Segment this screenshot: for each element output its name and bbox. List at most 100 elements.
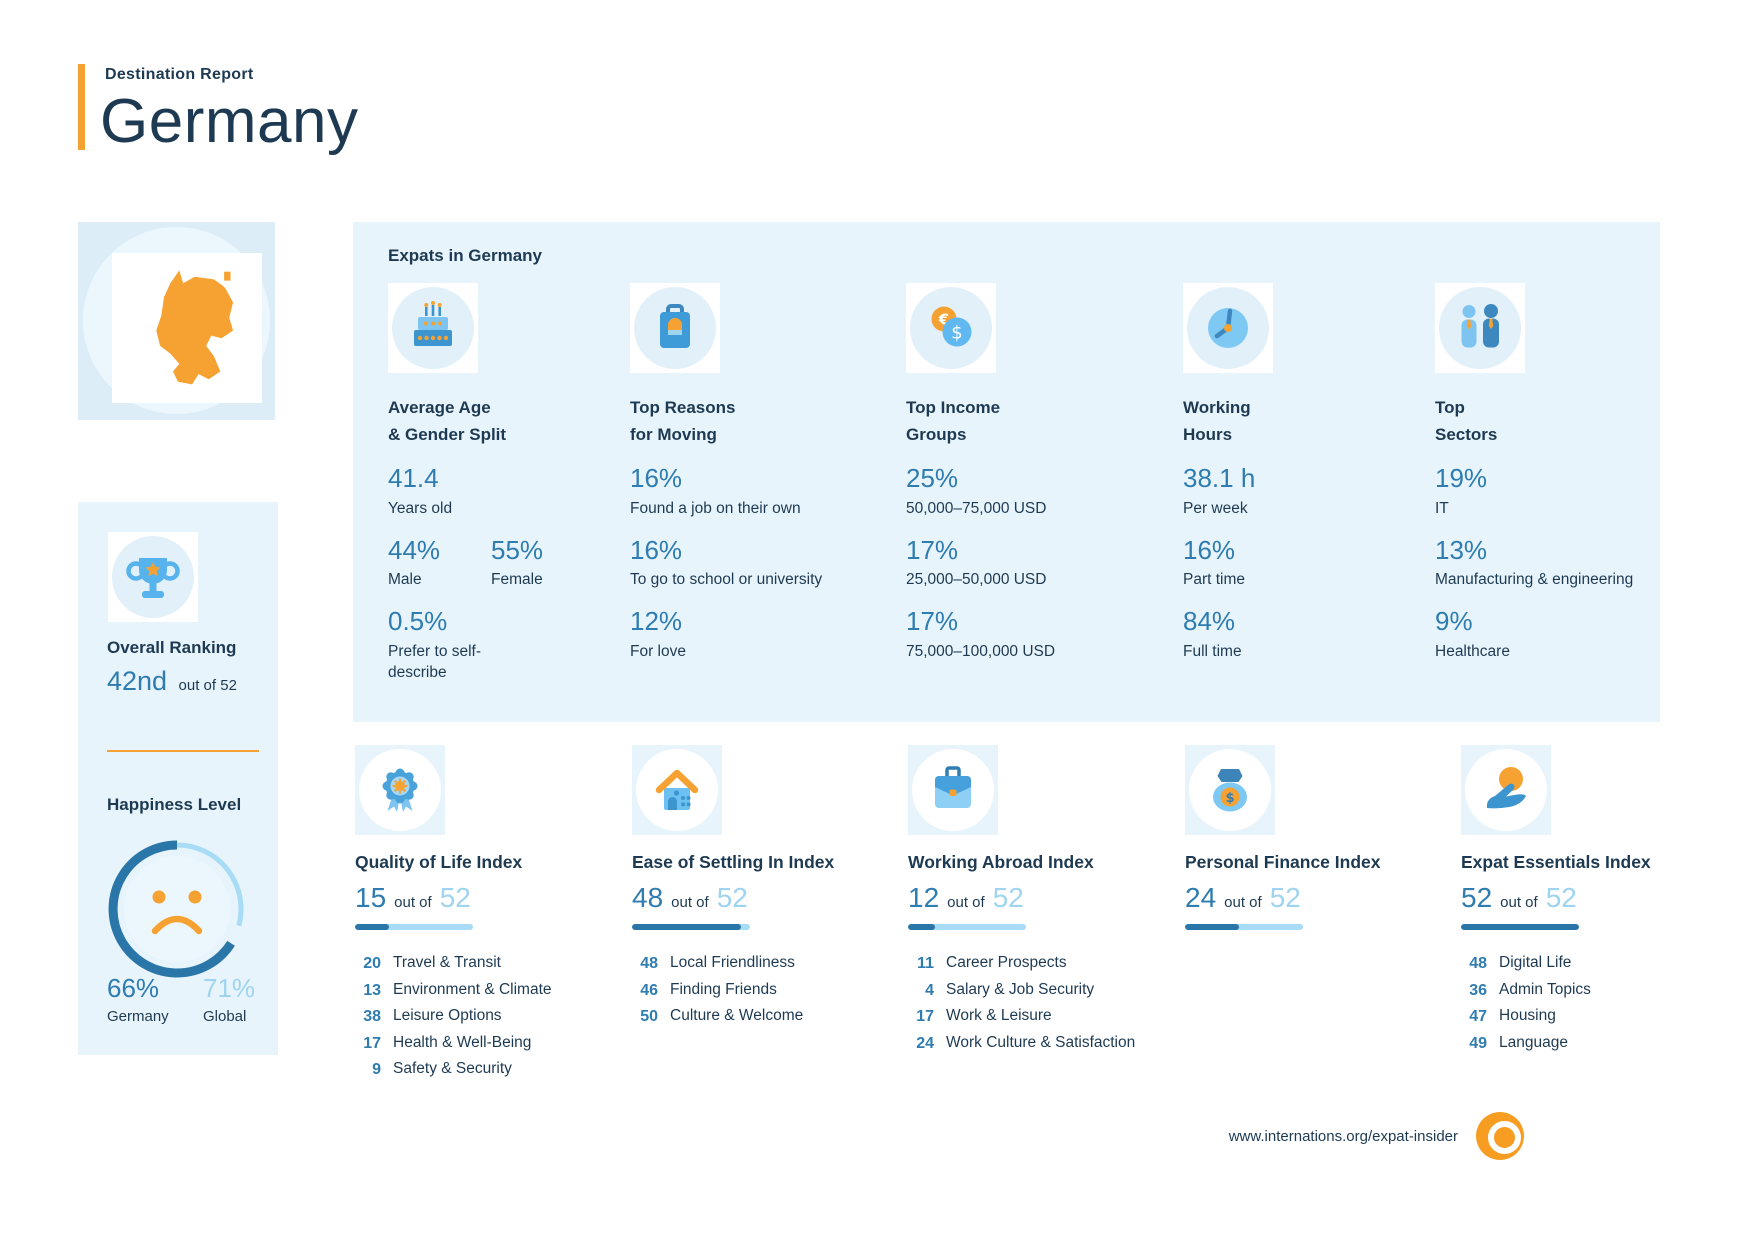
index-rank: 52 out of 52 bbox=[1461, 882, 1701, 914]
subindex-label: Environment & Climate bbox=[393, 980, 552, 998]
rank-progress-fill bbox=[355, 924, 390, 930]
stat-row: 84% Full time bbox=[1183, 607, 1411, 662]
stat-row: 25% 50,000–75,000 USD bbox=[906, 464, 1134, 519]
stat-label: 25,000–50,000 USD bbox=[906, 571, 1047, 589]
column-reasons-moving: Top Reasons for Moving 16% Found a job o… bbox=[630, 283, 858, 662]
column-title-line: for Moving bbox=[630, 425, 717, 445]
stat-label: Full time bbox=[1183, 642, 1242, 660]
stat-label: Healthcare bbox=[1435, 642, 1510, 660]
index-card-personal-finance: $ Personal Finance Index 24 out of 52 bbox=[1185, 745, 1425, 930]
stat-average-age: 41.4 Years old bbox=[388, 464, 616, 519]
subindex-rank: 46 bbox=[640, 981, 658, 999]
rank-progress-bar bbox=[355, 924, 473, 930]
rank-value: 52 bbox=[1461, 882, 1493, 913]
subindex-rank: 36 bbox=[1469, 981, 1487, 999]
index-card-quality-of-life: Quality of Life Index 15 out of 52 20 Tra… bbox=[355, 745, 595, 1087]
stat-label: IT bbox=[1435, 499, 1449, 517]
subindex-row: 48 Digital Life bbox=[1461, 954, 1701, 974]
subindex-row: 4 Salary & Job Security bbox=[908, 981, 1148, 1001]
stat-label: Female bbox=[491, 571, 543, 589]
subindex-label: Salary & Job Security bbox=[946, 980, 1095, 998]
rank-total: 52 bbox=[1545, 882, 1577, 913]
stat-label: Manufacturing & engineering bbox=[1435, 571, 1634, 589]
subindex-rank: 11 bbox=[917, 955, 934, 972]
stat-row: 16% Part time bbox=[1183, 536, 1411, 591]
footer-url[interactable]: www.internations.org/expat-insider bbox=[1228, 1127, 1458, 1145]
subindex-label: Digital Life bbox=[1499, 954, 1572, 971]
subindex-row: 36 Admin Topics bbox=[1461, 981, 1701, 1001]
country-map-card bbox=[78, 222, 275, 420]
rank-progress-bar bbox=[908, 924, 1026, 930]
subindex-rank: 17 bbox=[363, 1034, 381, 1052]
page-title: Germany bbox=[100, 87, 359, 156]
stat-male: 44% Male bbox=[388, 536, 491, 591]
euro-dollar-coins-icon: € $ bbox=[906, 283, 996, 373]
stat-value: 55% bbox=[491, 534, 544, 565]
index-title: Expat Essentials Index bbox=[1461, 852, 1651, 872]
people-icon bbox=[1435, 283, 1525, 373]
subindex-rank: 17 bbox=[916, 1008, 934, 1026]
orange-divider bbox=[107, 750, 259, 752]
subindex-label: Leisure Options bbox=[393, 1007, 502, 1025]
internations-logo bbox=[1476, 1112, 1524, 1160]
subindex-rank: 24 bbox=[916, 1034, 934, 1052]
rank-progress-bar bbox=[1185, 924, 1303, 930]
index-rank: 48 out of 52 bbox=[632, 882, 872, 914]
subindex-row: 50 Culture & Welcome bbox=[632, 1007, 872, 1027]
stat-label: Prefer to self-describe bbox=[388, 642, 482, 682]
column-title-line: Working bbox=[1183, 398, 1251, 417]
subindex-rank: 48 bbox=[1469, 955, 1487, 972]
subindex-label: Language bbox=[1499, 1033, 1568, 1051]
column-working-hours: Working Hours 38.1 h Per week 16% Part t… bbox=[1183, 283, 1411, 662]
stat-label: Found a job on their own bbox=[630, 499, 801, 517]
germany-map-icon bbox=[112, 253, 262, 403]
rank-progress-bar bbox=[1461, 924, 1579, 930]
column-income-groups: € $ Top Income Groups 25% 50,000–75,000 … bbox=[906, 283, 1134, 662]
rank-total: 52 bbox=[439, 882, 471, 913]
suitcase-icon bbox=[630, 283, 720, 373]
subindex-label: Culture & Welcome bbox=[670, 1007, 804, 1025]
subindex-row: 38 Leisure Options bbox=[355, 1007, 595, 1027]
stat-value: 12% bbox=[630, 605, 683, 636]
subindex-list: 48 Local Friendliness 46 Finding Friends 5… bbox=[632, 954, 872, 1027]
stat-female: 55% Female bbox=[491, 536, 543, 591]
rank-progress-fill bbox=[908, 924, 936, 930]
column-title-line: Top Income bbox=[906, 398, 1001, 417]
rank-progress-fill bbox=[1461, 924, 1579, 930]
stat-value: 9% bbox=[1435, 605, 1473, 636]
stat-row: 16% To go to school or university bbox=[630, 536, 858, 591]
stat-gender-split: 44% Male 55% Female bbox=[388, 520, 616, 591]
stat-value: 41.4 bbox=[388, 463, 439, 494]
subindex-row: 9 Safety & Security bbox=[355, 1060, 595, 1080]
index-rank: 12 out of 52 bbox=[908, 882, 1148, 914]
subindex-label: Work & Leisure bbox=[946, 1007, 1052, 1025]
stat-value: 17% bbox=[906, 605, 959, 636]
subindex-row: 49 Language bbox=[1461, 1034, 1701, 1054]
expats-panel: Expats in Germany Average Age & Gender S… bbox=[353, 222, 1660, 722]
column-title-line: Groups bbox=[906, 425, 967, 445]
subindex-rank: 50 bbox=[640, 1008, 658, 1026]
subindex-label: Work Culture & Satisfaction bbox=[946, 1033, 1136, 1051]
index-rank: 24 out of 52 bbox=[1185, 882, 1425, 914]
subindex-list: 20 Travel & Transit 13 Environment & Clima… bbox=[355, 954, 595, 1080]
stat-label: Years old bbox=[388, 499, 453, 517]
overall-ranking-card: Overall Ranking 42nd out of 52 Happiness… bbox=[78, 502, 278, 1055]
index-card-settling-in: Ease of Settling In Index 48 out of 52 4… bbox=[632, 745, 872, 1034]
stat-row: 13% Manufacturing & engineering bbox=[1435, 536, 1663, 591]
subindex-list: 48 Digital Life 36 Admin Topics 47 Housing … bbox=[1461, 954, 1701, 1053]
subindex-label: Admin Topics bbox=[1499, 980, 1591, 998]
rank-value: 12 bbox=[908, 882, 940, 913]
stat-row: 38.1 h Per week bbox=[1183, 464, 1411, 519]
subindex-label: Health & Well-Being bbox=[393, 1033, 532, 1051]
medal-icon bbox=[355, 745, 445, 835]
happiness-title: Happiness Level bbox=[107, 795, 242, 814]
column-title-line: & Gender Split bbox=[388, 425, 507, 445]
happiness-global-value: 71% bbox=[203, 973, 256, 1003]
column-title: Working Hours bbox=[1183, 394, 1411, 448]
subindex-row: 20 Travel & Transit bbox=[355, 954, 595, 974]
subindex-label: Finding Friends bbox=[670, 980, 777, 998]
rank-value: 48 bbox=[632, 882, 664, 913]
subindex-rank: 38 bbox=[363, 1008, 381, 1026]
rank-progress-bar bbox=[632, 924, 750, 930]
